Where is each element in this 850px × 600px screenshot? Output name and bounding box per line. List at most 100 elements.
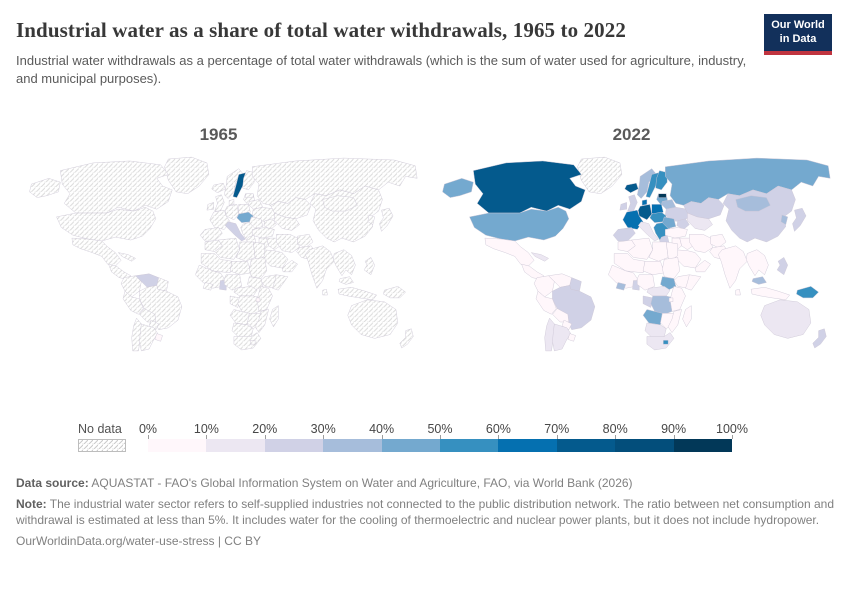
region-argentina[interactable] (552, 323, 571, 352)
region-png[interactable] (383, 286, 406, 299)
region-brazil[interactable] (552, 285, 596, 330)
region-ireland[interactable] (206, 202, 214, 211)
region-mongolia[interactable] (322, 195, 358, 212)
region-mozambique[interactable] (254, 309, 269, 333)
region-algeria[interactable] (627, 237, 653, 260)
region-afghanistan[interactable] (297, 233, 314, 248)
region-south_africa[interactable] (233, 332, 262, 351)
legend-bin-0[interactable] (148, 438, 207, 452)
region-uk[interactable] (214, 194, 225, 212)
region-canada[interactable] (473, 160, 586, 214)
region-philippines[interactable] (363, 257, 375, 275)
legend-bin-3[interactable] (323, 438, 382, 452)
region-australia[interactable] (347, 299, 399, 339)
region-mexico[interactable] (484, 237, 535, 267)
region-niger_chad[interactable] (229, 260, 252, 275)
region-guyanas[interactable] (156, 277, 169, 292)
region-lesotho[interactable] (663, 340, 669, 345)
region-paraguay[interactable] (561, 319, 572, 330)
region-denmark[interactable] (228, 199, 235, 206)
region-mexico[interactable] (71, 237, 122, 267)
region-afghanistan[interactable] (710, 233, 727, 248)
region-turkey[interactable] (665, 227, 688, 239)
region-south_africa[interactable] (646, 332, 675, 351)
region-turkey[interactable] (252, 227, 275, 239)
region-estonia[interactable] (658, 193, 667, 198)
region-malaysia[interactable] (338, 276, 354, 285)
region-iceland[interactable] (211, 182, 226, 193)
region-india[interactable] (305, 245, 335, 289)
region-brazil[interactable] (139, 285, 183, 330)
legend-no-data[interactable]: No data (78, 422, 126, 452)
region-sri_lanka[interactable] (322, 288, 328, 296)
region-ireland[interactable] (619, 202, 627, 211)
region-estonia[interactable] (245, 193, 254, 198)
legend-bin-1[interactable] (206, 438, 265, 452)
region-denmark[interactable] (641, 199, 648, 206)
region-east_africa[interactable] (256, 286, 273, 312)
region-new_zealand[interactable] (399, 328, 414, 349)
region-italy[interactable] (225, 221, 246, 242)
region-japan[interactable] (792, 207, 807, 232)
region-japan[interactable] (379, 207, 394, 232)
region-alaska[interactable] (442, 178, 474, 198)
region-east_africa[interactable] (669, 286, 686, 312)
legend-bin-2[interactable] (264, 438, 324, 452)
region-gabon_congo[interactable] (229, 295, 240, 308)
region-cuba[interactable] (530, 252, 549, 262)
region-uk[interactable] (627, 194, 638, 212)
region-sudan[interactable] (249, 257, 267, 279)
region-spain[interactable] (199, 227, 223, 242)
legend-bin-8[interactable] (615, 438, 674, 452)
region-central_asia[interactable] (274, 212, 300, 231)
region-uruguay[interactable] (154, 333, 163, 342)
region-spain[interactable] (612, 227, 636, 242)
region-guyanas[interactable] (569, 277, 582, 292)
region-burundi[interactable] (255, 297, 261, 302)
region-myanmar_indochina[interactable] (333, 249, 356, 276)
region-sri_lanka[interactable] (735, 288, 741, 296)
region-cuba[interactable] (117, 252, 136, 262)
legend-bin-9[interactable] (673, 438, 733, 452)
region-caucasus[interactable] (676, 218, 690, 230)
region-caucasus[interactable] (263, 218, 277, 230)
region-central_asia[interactable] (687, 212, 713, 231)
region-libya[interactable] (648, 241, 669, 262)
region-iran[interactable] (689, 233, 713, 253)
region-germany[interactable] (225, 204, 239, 220)
region-somalia[interactable] (685, 274, 702, 291)
citation-link[interactable]: OurWorldinData.org/water-use-stress | CC… (16, 534, 261, 549)
region-nigeria[interactable] (224, 274, 242, 291)
region-alaska[interactable] (29, 178, 61, 198)
region-sudan[interactable] (662, 257, 680, 279)
region-usa[interactable] (469, 206, 570, 242)
legend-bin-5[interactable] (440, 438, 499, 452)
region-iceland[interactable] (624, 182, 639, 193)
region-malaysia[interactable] (751, 276, 767, 285)
region-somalia[interactable] (272, 274, 289, 291)
region-italy[interactable] (638, 221, 659, 242)
legend-bin-4[interactable] (381, 438, 441, 452)
region-mozambique[interactable] (667, 309, 682, 333)
region-madagascar[interactable] (269, 305, 279, 327)
region-madagascar[interactable] (682, 305, 692, 327)
region-yemen_oman[interactable] (281, 259, 298, 272)
world-map-2022[interactable] (429, 153, 834, 356)
region-burundi[interactable] (668, 297, 674, 302)
region-india[interactable] (718, 245, 748, 289)
region-liberia_sl[interactable] (615, 282, 626, 291)
region-peru[interactable] (122, 290, 144, 315)
region-germany[interactable] (638, 204, 652, 220)
world-map-1965[interactable] (16, 153, 421, 356)
region-romania[interactable] (249, 216, 264, 229)
region-niger_chad[interactable] (642, 260, 665, 275)
region-peru[interactable] (535, 290, 557, 315)
region-philippines[interactable] (776, 257, 788, 275)
region-liberia_sl[interactable] (202, 282, 213, 291)
region-nigeria[interactable] (637, 274, 655, 291)
region-romania[interactable] (662, 216, 677, 229)
region-myanmar_indochina[interactable] (746, 249, 769, 276)
region-greenland[interactable] (164, 156, 210, 194)
legend-bin-6[interactable] (498, 438, 557, 452)
region-australia[interactable] (760, 299, 812, 339)
